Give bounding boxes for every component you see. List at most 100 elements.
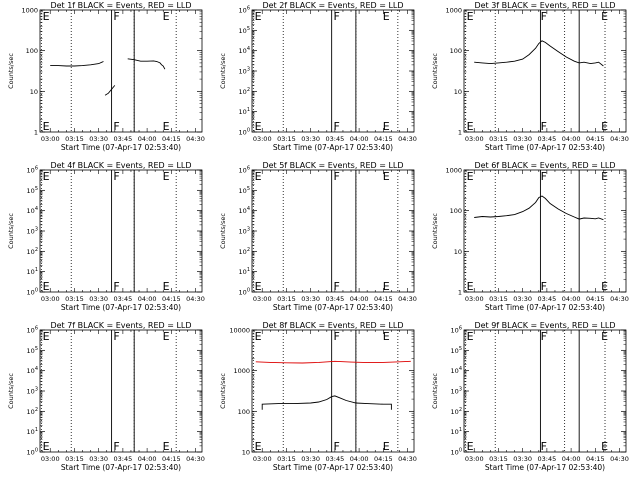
event-marker-bottom: E (383, 120, 390, 133)
event-marker-bottom: E (467, 120, 474, 133)
event-marker-top: F (333, 10, 339, 23)
x-tick-label: 04:15 (162, 455, 181, 463)
x-tick-label: 03:30 (301, 455, 320, 463)
event-marker-bottom: E (255, 280, 262, 293)
y-tick-label: 103 (239, 67, 250, 76)
plot-frame (39, 329, 203, 453)
y-tick-label: 104 (27, 206, 38, 215)
x-tick-label: 03:45 (326, 135, 345, 143)
event-marker-top: E (601, 170, 608, 183)
y-tick-label: 1 (34, 129, 38, 137)
y-tick-label: 101 (451, 427, 462, 436)
event-marker-bottom: E (601, 120, 608, 133)
x-tick-label: 03:00 (253, 135, 272, 143)
y-tick-label: 100 (239, 128, 250, 137)
x-tick-label: 03:00 (41, 295, 60, 303)
x-tick-label: 04:30 (186, 455, 205, 463)
y-tick-label: 102 (239, 247, 250, 256)
event-marker-top: E (601, 330, 608, 343)
chart-title: Det 8f BLACK = Events, RED = LLD (262, 321, 403, 330)
chart-title: Det 9f BLACK = Events, RED = LLD (474, 321, 615, 330)
chart-title: Det 6f BLACK = Events, RED = LLD (474, 161, 615, 170)
x-tick-label: 04:00 (138, 135, 157, 143)
event-marker-top: F (113, 170, 119, 183)
event-marker-top: E (163, 10, 170, 23)
x-tick-label: 03:15 (277, 135, 296, 143)
x-axis-label: Start Time (07-Apr-17 02:53:40) (61, 303, 181, 312)
y-tick-label: 101 (27, 427, 38, 436)
x-tick-label: 03:30 (513, 455, 532, 463)
x-tick-label: 03:45 (538, 455, 557, 463)
event-marker-top: E (255, 170, 262, 183)
chart-panel-9: Det 9f BLACK = Events, RED = LLD 100 101 10… (431, 321, 629, 472)
x-tick-label: 03:30 (89, 295, 108, 303)
event-marker-bottom: E (255, 120, 262, 133)
y-tick-label: 105 (451, 346, 462, 355)
event-marker-top: E (601, 10, 608, 23)
x-tick-label: 03:45 (114, 295, 133, 303)
y-tick-label: 106 (27, 326, 38, 335)
x-tick-label: 04:00 (350, 295, 369, 303)
x-tick-label: 04:15 (586, 295, 605, 303)
plot-frame (251, 329, 415, 453)
event-marker-top: E (43, 170, 50, 183)
chart-title: Det 7f BLACK = Events, RED = LLD (50, 321, 191, 330)
event-marker-top: F (333, 330, 339, 343)
x-axis-label: Start Time (07-Apr-17 02:53:40) (61, 463, 181, 472)
y-tick-label: 105 (27, 346, 38, 355)
y-tick-label: 105 (239, 186, 250, 195)
y-tick-label: 100 (451, 448, 462, 457)
y-tick-label: 103 (27, 227, 38, 236)
x-axis-label: Start Time (07-Apr-17 02:53:40) (273, 303, 393, 312)
series-line-2 (255, 360, 411, 364)
event-marker-bottom: F (333, 120, 339, 133)
x-tick-label: 04:30 (186, 295, 205, 303)
event-marker-bottom: E (383, 440, 390, 453)
x-tick-label: 04:30 (186, 135, 205, 143)
chart-panel-5: Det 5f BLACK = Events, RED = LLD 100 101 10… (219, 161, 417, 312)
event-marker-bottom: E (43, 440, 50, 453)
y-tick-label: 100 (27, 448, 38, 457)
y-tick-label: 104 (27, 366, 38, 375)
y-tick-label: 103 (451, 387, 462, 396)
x-tick-label: 04:00 (138, 295, 157, 303)
event-marker-bottom: E (43, 280, 50, 293)
event-marker-top: F (113, 10, 119, 23)
x-axis-label: Start Time (07-Apr-17 02:53:40) (485, 143, 605, 152)
y-tick-label: 100 (26, 47, 38, 55)
x-tick-label: 04:30 (398, 135, 417, 143)
event-marker-top: F (333, 170, 339, 183)
y-tick-label: 1 (458, 289, 462, 297)
event-marker-top: E (383, 10, 390, 23)
event-marker-bottom: E (163, 440, 170, 453)
y-tick-label: 1000 (21, 7, 38, 15)
x-tick-label: 04:15 (374, 455, 393, 463)
event-marker-bottom: F (333, 440, 339, 453)
event-marker-bottom: E (601, 440, 608, 453)
x-tick-label: 04:15 (374, 295, 393, 303)
y-axis-label: Counts/sec (219, 373, 227, 409)
event-marker-bottom: E (163, 280, 170, 293)
event-marker-top: E (383, 330, 390, 343)
x-tick-label: 03:00 (41, 135, 60, 143)
x-tick-label: 03:00 (465, 455, 484, 463)
event-marker-bottom: F (541, 280, 547, 293)
x-tick-label: 03:15 (277, 455, 296, 463)
event-marker-bottom: E (467, 280, 474, 293)
event-marker-top: E (467, 330, 474, 343)
x-tick-label: 04:15 (586, 455, 605, 463)
y-tick-label: 10 (242, 449, 250, 457)
y-axis-label: Counts/sec (219, 213, 227, 249)
event-marker-top: F (541, 170, 547, 183)
event-marker-bottom: F (541, 440, 547, 453)
y-tick-label: 101 (239, 267, 250, 276)
chart-panel-4: Det 4f BLACK = Events, RED = LLD 100 101 10… (7, 161, 205, 312)
x-tick-label: 03:15 (277, 295, 296, 303)
x-tick-label: 03:15 (65, 295, 84, 303)
event-marker-bottom: F (113, 120, 119, 133)
y-tick-label: 104 (451, 366, 462, 375)
y-tick-label: 1000 (445, 7, 462, 15)
x-tick-label: 04:00 (562, 135, 581, 143)
x-tick-label: 03:45 (538, 295, 557, 303)
chart-title: Det 5f BLACK = Events, RED = LLD (262, 161, 403, 170)
